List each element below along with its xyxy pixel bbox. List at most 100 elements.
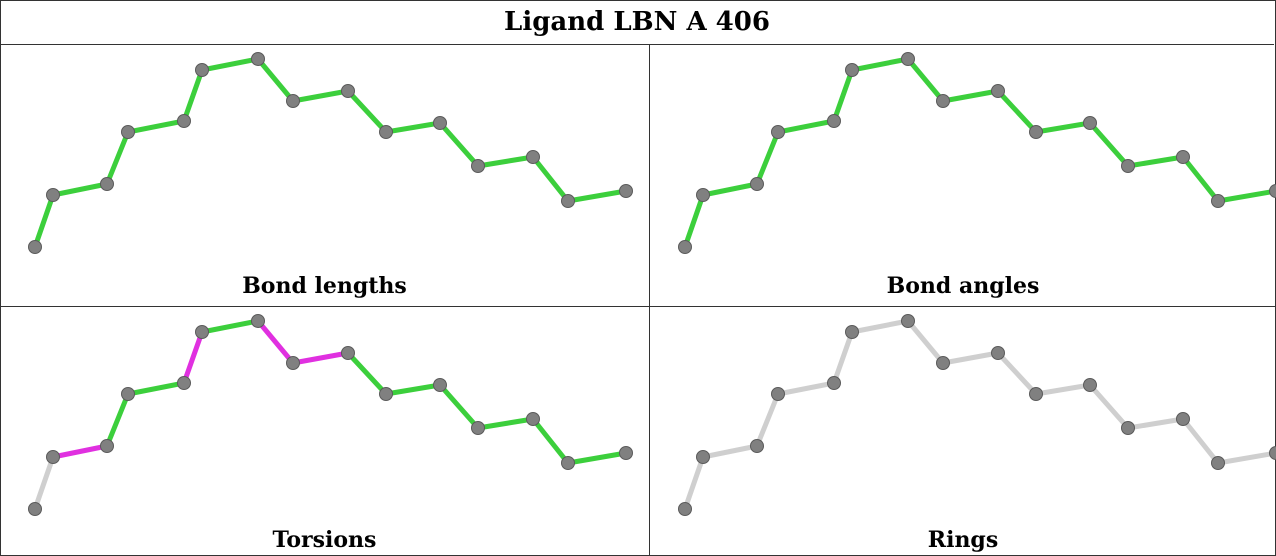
atom [286,94,300,108]
atom [46,188,60,202]
atom [1083,116,1097,130]
bond [831,67,855,124]
panel-torsions: Torsions [0,307,649,556]
atom [771,125,785,139]
bond [383,120,443,135]
ligand-title: Ligand LBN A 406 [0,0,1274,45]
atom [561,194,575,208]
bond [199,318,261,335]
atom [619,446,633,460]
atom [991,346,1005,360]
bond [849,56,911,73]
atom [845,325,859,339]
atom [750,439,764,453]
panel-caption: Rings [927,527,999,553]
bond [775,380,837,397]
bond [50,443,110,460]
bond [831,329,855,386]
bond [181,329,205,386]
bond [530,154,571,204]
bond [1125,154,1186,169]
atom [100,439,114,453]
atom [827,376,841,390]
atom [195,63,209,77]
bond [383,382,443,397]
atom [619,184,633,198]
bond [104,129,131,187]
bond [125,118,187,135]
bond [1215,188,1276,204]
panel-caption: Torsions [272,527,377,553]
bond [775,118,837,135]
bond [1180,416,1221,466]
molecule-bond-angles [678,52,1276,254]
panel-caption: Bond lengths [242,273,407,299]
bond [437,382,481,431]
atom [1269,184,1276,198]
bond [754,129,781,187]
row-divider [0,306,1276,307]
atom [341,346,355,360]
panel-bond-lengths: Bond lengths [0,45,649,306]
bond [104,391,131,449]
atom [991,84,1005,98]
bond [255,318,296,366]
bond [1033,382,1093,397]
atom [1211,194,1225,208]
bond [475,154,536,169]
atom [526,412,540,426]
bond [32,192,56,250]
bond [290,88,351,104]
column-divider [649,45,650,556]
atom [845,63,859,77]
atom [1176,412,1190,426]
molecule-torsions [28,314,633,516]
bond [682,454,706,512]
bond [437,120,481,169]
atom [1211,456,1225,470]
atom [750,177,764,191]
bond [1215,450,1276,466]
atom [46,450,60,464]
atom [100,177,114,191]
atom [471,159,485,173]
atom [827,114,841,128]
bond [255,56,296,104]
bond [181,67,205,124]
atom [433,116,447,130]
atom [1269,446,1276,460]
bond [700,443,760,460]
bond [995,350,1039,397]
bond [940,88,1001,104]
bond [905,56,946,104]
bond [345,350,389,397]
panel-bond-angles: Bond angles [650,45,1276,306]
atom [471,421,485,435]
atom [678,502,692,516]
bond [1125,416,1186,431]
atom [936,94,950,108]
atom [1083,378,1097,392]
atom [1029,125,1043,139]
bond [1087,120,1131,169]
atom [379,125,393,139]
atom [526,150,540,164]
bond [940,350,1001,366]
panel-rings: Rings [650,307,1276,556]
atom [341,84,355,98]
atom [251,52,265,66]
atom [251,314,265,328]
atom [28,502,42,516]
atom [1121,421,1135,435]
bond [754,391,781,449]
atom [901,52,915,66]
atom [936,356,950,370]
atom [1176,150,1190,164]
bond [849,318,911,335]
atom [177,114,191,128]
atom [1029,387,1043,401]
atom [901,314,915,328]
bond [475,416,536,431]
atom [561,456,575,470]
atom [379,387,393,401]
